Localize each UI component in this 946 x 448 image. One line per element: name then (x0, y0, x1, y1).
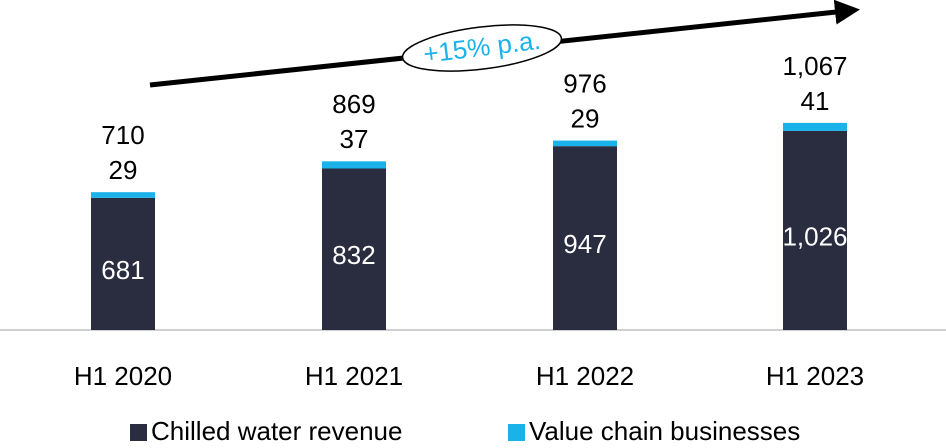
x-tick-label: H1 2023 (766, 361, 864, 391)
segment-label: 37 (340, 124, 369, 154)
segment-label: 832 (332, 240, 375, 270)
legend-label: Value chain businesses (529, 416, 800, 446)
legend-swatch (130, 424, 147, 441)
segment-label: 29 (109, 155, 138, 185)
bar-segment (91, 197, 155, 330)
legend-label: Chilled water revenue (151, 416, 402, 446)
segment-label: 29 (571, 103, 600, 133)
x-tick-label: H1 2022 (536, 361, 634, 391)
total-label: 976 (563, 68, 606, 98)
segment-label: 681 (101, 255, 144, 285)
total-label: 1,067 (782, 51, 847, 81)
total-label: 869 (332, 89, 375, 119)
annotation: +15% p.a. (401, 24, 563, 72)
annotation-ellipse (401, 24, 563, 72)
segment-label: 947 (563, 229, 606, 259)
x-tick-label: H1 2021 (305, 361, 403, 391)
legend-swatch (508, 424, 525, 441)
bar-segment (553, 140, 617, 147)
bar-segment (783, 130, 847, 330)
segment-label: 41 (801, 86, 830, 116)
bar-segment (553, 146, 617, 330)
bar-segment (783, 122, 847, 131)
total-label: 710 (101, 120, 144, 150)
bar-segment (91, 192, 155, 198)
segment-label: 1,026 (782, 221, 847, 251)
bar-segment (322, 168, 386, 330)
x-tick-label: H1 2020 (74, 361, 172, 391)
bar-segment (322, 161, 386, 169)
